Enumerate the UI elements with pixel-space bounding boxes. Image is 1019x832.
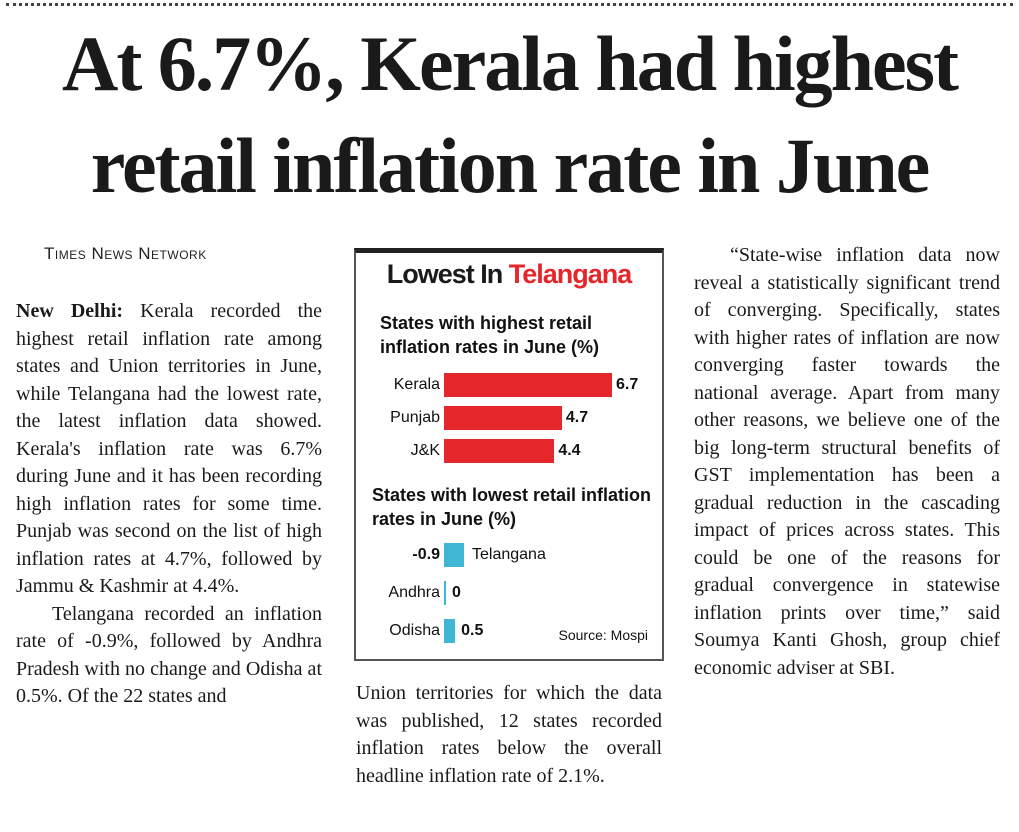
paragraph-quote: “State-wise inflation data now reveal a …: [694, 244, 1000, 679]
highest-bar: [444, 373, 612, 397]
chart-title-part-1: Lowest In: [386, 259, 509, 289]
highest-category-label: J&K: [410, 442, 440, 459]
article-column-2: Union territories for which the data was…: [356, 680, 662, 790]
article-column-1: New Delhi: Kerala recorded the highest r…: [16, 298, 322, 711]
lowest-value-label: 0.5: [461, 622, 484, 639]
inflation-chart: Lowest In Telangana States with highest …: [354, 248, 664, 661]
highest-category-label: Punjab: [390, 409, 440, 426]
byline: Times News Network: [44, 244, 207, 263]
highest-subtitle: States with highest retail inflation rat…: [380, 313, 600, 357]
highest-value-label: 6.7: [616, 376, 639, 393]
top-dotted-rule: [6, 3, 1013, 6]
chart-title-part-2: Telangana: [508, 259, 633, 289]
chart-source: Source: Mospi: [558, 627, 648, 643]
lowest-value-label: -0.9: [412, 546, 440, 563]
lowest-category-label: Andhra: [388, 584, 440, 601]
headline-line-2: retail inflation rate in June: [90, 122, 931, 209]
lowest-bar: [444, 619, 456, 643]
paragraph-3: Union territories for which the data was…: [356, 682, 662, 787]
lowest-bar: [444, 543, 464, 567]
lowest-category-label: Telangana: [472, 546, 546, 563]
highest-value-label: 4.7: [565, 409, 589, 426]
paragraph-2: Telangana recorded an inflation rate of …: [16, 602, 322, 708]
highest-bar: [444, 439, 555, 463]
headline-line-1: At 6.7%, Kerala had highest: [61, 20, 959, 107]
lowest-value-label: 0: [452, 584, 461, 601]
article-column-3: “State-wise inflation data now reveal a …: [694, 242, 1000, 682]
lowest-category-label: Odisha: [389, 622, 440, 639]
highest-category-label: Kerala: [393, 376, 440, 393]
highest-bar: [444, 406, 562, 430]
paragraph-1-text: Kerala recorded the highest retail infla…: [16, 300, 322, 597]
highest-value-label: 4.4: [558, 442, 581, 459]
chart-title: Lowest In Telangana: [356, 259, 662, 290]
lowest-subtitle: States with lowest retail inflation rate…: [372, 485, 652, 529]
dateline: New Delhi:: [16, 300, 124, 322]
paragraph-1: New Delhi: Kerala recorded the highest r…: [16, 298, 322, 601]
lowest-bar: [444, 581, 446, 605]
